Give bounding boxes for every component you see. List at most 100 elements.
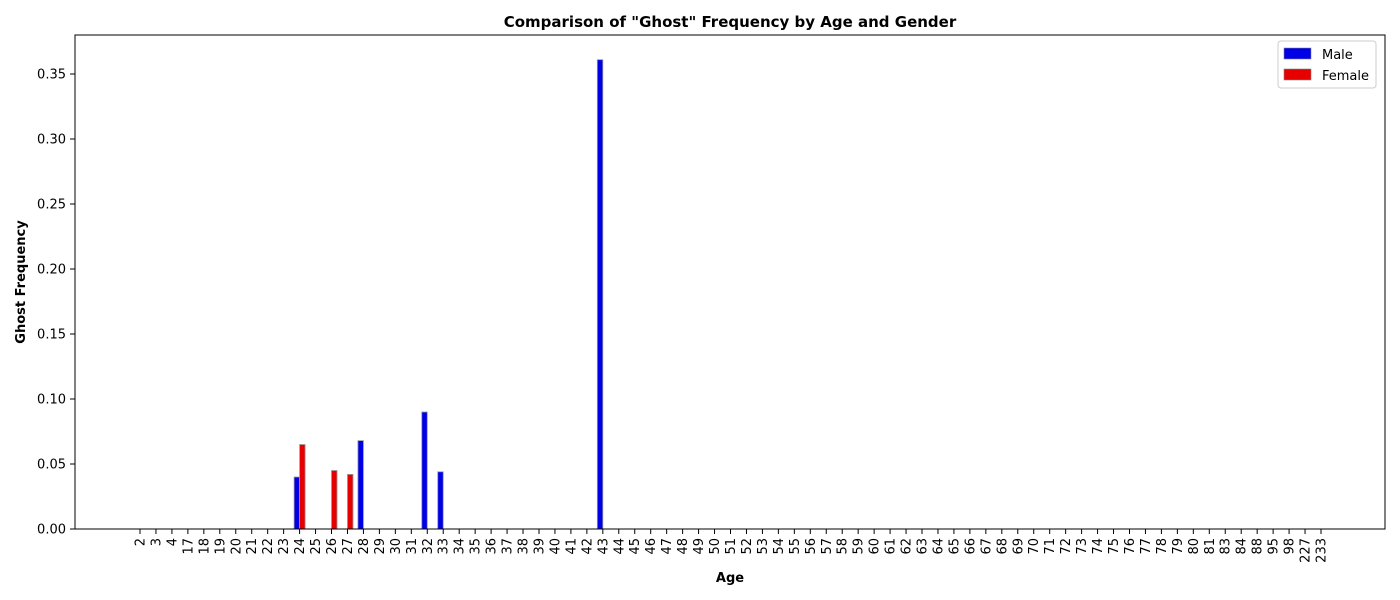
x-tick-label: 61 — [884, 538, 899, 555]
x-tick-label: 73 — [1075, 538, 1090, 555]
x-tick-label: 80 — [1187, 538, 1202, 555]
x-tick-label: 51 — [724, 538, 739, 555]
bar-male-32 — [421, 411, 428, 530]
x-tick-label: 75 — [1107, 538, 1122, 555]
x-tick-label: 50 — [708, 538, 723, 555]
x-tick-label: 33 — [437, 538, 452, 555]
x-tick-label: 57 — [820, 538, 835, 555]
plot-frame — [74, 34, 1386, 530]
y-tick-label: 0.00 — [37, 523, 66, 538]
x-tick-label: 233 — [1315, 538, 1330, 563]
x-tick-label: 49 — [692, 538, 707, 555]
bar-female-26 — [331, 470, 338, 530]
x-axis-title: Age — [716, 571, 744, 586]
x-tick-label: 227 — [1299, 538, 1314, 563]
bar-male-33 — [437, 471, 444, 530]
x-tick-label: 69 — [1011, 538, 1026, 555]
x-tick-label: 18 — [197, 538, 212, 555]
x-tick-label: 64 — [931, 538, 946, 555]
x-tick-label: 72 — [1059, 538, 1074, 555]
bar-male-24 — [293, 476, 300, 530]
x-tick-label: 58 — [836, 538, 851, 555]
x-tick-label: 67 — [979, 538, 994, 555]
x-tick-label: 56 — [804, 538, 819, 555]
x-tick-label: 25 — [309, 538, 324, 555]
x-tick-label: 36 — [485, 538, 500, 555]
legend-swatch-female — [1283, 68, 1312, 81]
x-tick-label: 17 — [181, 538, 196, 555]
x-tick-label: 30 — [389, 538, 404, 555]
x-tick-label: 98 — [1283, 538, 1298, 555]
x-tick-label: 88 — [1251, 538, 1266, 555]
x-tick-label: 19 — [213, 538, 228, 555]
legend-label-male: Male — [1322, 48, 1353, 63]
bar-male-43 — [596, 59, 604, 530]
x-tick-label: 24 — [293, 538, 308, 555]
x-tick-label: 44 — [612, 538, 627, 555]
x-tick-label: 31 — [405, 538, 420, 555]
x-tick-label: 29 — [373, 538, 388, 555]
x-tick-label: 35 — [469, 538, 484, 555]
x-tick-label: 53 — [756, 538, 771, 555]
x-tick-label: 28 — [357, 538, 372, 555]
x-tick-label: 4 — [165, 538, 180, 546]
x-tick-label: 76 — [1123, 538, 1138, 555]
x-tick-label: 45 — [628, 538, 643, 555]
y-tick-label: 0.15 — [37, 328, 66, 343]
x-tick-label: 74 — [1091, 538, 1106, 555]
x-tick-label: 79 — [1171, 538, 1186, 555]
x-tick-label: 81 — [1203, 538, 1218, 555]
x-tick-label: 26 — [325, 538, 340, 555]
bar-female-24 — [299, 444, 306, 530]
x-tick-label: 43 — [596, 538, 611, 555]
x-tick-label: 47 — [660, 538, 675, 555]
x-tick-label: 60 — [868, 538, 883, 555]
x-tick-label: 55 — [788, 538, 803, 555]
x-tick-label: 46 — [644, 538, 659, 555]
bar-male-28 — [357, 440, 364, 530]
x-tick-label: 78 — [1155, 538, 1170, 555]
x-tick-label: 65 — [947, 538, 962, 555]
x-tick-label: 77 — [1139, 538, 1154, 555]
y-tick-label: 0.05 — [37, 458, 66, 473]
x-tick-label: 48 — [676, 538, 691, 555]
x-tick-label: 21 — [245, 538, 260, 555]
x-tick-label: 83 — [1219, 538, 1234, 555]
x-tick-label: 40 — [548, 538, 563, 555]
x-tick-label: 59 — [852, 538, 867, 555]
y-tick-label: 0.25 — [37, 198, 66, 213]
x-tick-label: 66 — [963, 538, 978, 555]
y-tick-label: 0.20 — [37, 263, 66, 278]
x-tick-label: 68 — [995, 538, 1010, 555]
y-axis-title: Ghost Frequency — [14, 220, 29, 344]
x-tick-label: 34 — [453, 538, 468, 555]
x-tick-label: 70 — [1027, 538, 1042, 555]
x-tick-label: 41 — [564, 538, 579, 555]
x-tick-label: 27 — [341, 538, 356, 555]
x-tick-label: 71 — [1043, 538, 1058, 555]
x-tick-label: 2 — [134, 538, 149, 546]
x-tick-label: 39 — [532, 538, 547, 555]
x-tick-label: 22 — [261, 538, 276, 555]
x-tick-label: 42 — [580, 538, 595, 555]
x-tick-label: 95 — [1267, 538, 1282, 555]
legend: Male Female — [1277, 40, 1377, 89]
y-tick-label: 0.35 — [37, 68, 66, 83]
legend-swatch-male — [1283, 47, 1312, 60]
x-tick-label: 38 — [517, 538, 532, 555]
plot-area: 0.000.050.100.150.200.250.300.352 3 4 17 18 1… — [37, 59, 1330, 563]
x-tick-label: 20 — [229, 538, 244, 555]
x-tick-label: 62 — [900, 538, 915, 555]
x-tick-label: 52 — [740, 538, 755, 555]
x-tick-label: 84 — [1235, 538, 1250, 555]
legend-label-female: Female — [1322, 69, 1369, 84]
y-tick-label: 0.30 — [37, 133, 66, 148]
chart-title: Comparison of "Ghost" Frequency by Age a… — [504, 13, 957, 31]
x-tick-label: 3 — [149, 538, 164, 546]
x-tick-label: 54 — [772, 538, 787, 555]
y-tick-label: 0.10 — [37, 393, 66, 408]
x-tick-label: 63 — [916, 538, 931, 555]
x-tick-label: 32 — [421, 538, 436, 555]
